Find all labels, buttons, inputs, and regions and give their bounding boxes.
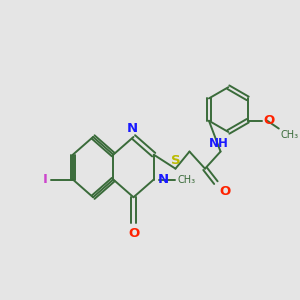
- Text: CH₃: CH₃: [177, 175, 195, 184]
- Text: NH: NH: [209, 137, 229, 150]
- Text: O: O: [263, 114, 274, 127]
- Text: O: O: [219, 185, 230, 198]
- Text: CH₃: CH₃: [280, 130, 298, 140]
- Text: I: I: [43, 173, 48, 186]
- Text: N: N: [158, 173, 169, 186]
- Text: O: O: [128, 227, 139, 240]
- Text: S: S: [171, 154, 180, 167]
- Text: N: N: [127, 122, 138, 135]
